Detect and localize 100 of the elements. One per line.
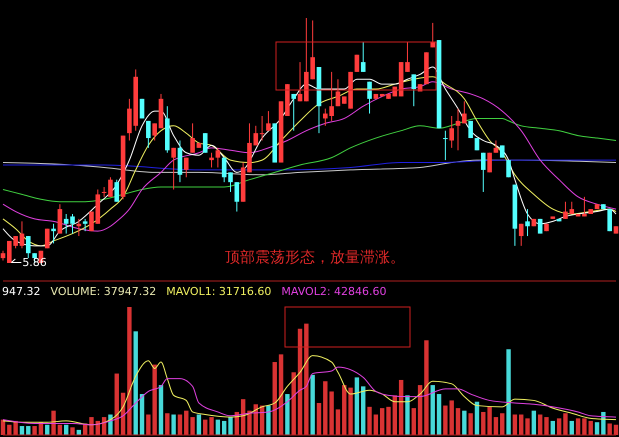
candlestick — [184, 157, 189, 178]
bar — [430, 385, 435, 435]
bar — [392, 395, 398, 435]
candlestick — [360, 42, 366, 72]
bar — [348, 388, 353, 435]
bar — [588, 420, 593, 435]
candlestick — [291, 93, 296, 132]
bar — [240, 399, 246, 435]
candlestick — [146, 120, 151, 148]
candlestick — [474, 138, 480, 151]
bar — [222, 420, 226, 435]
bar — [96, 420, 100, 435]
text: MAVOL1: 31716.60 — [166, 285, 272, 298]
candlestick — [443, 130, 448, 161]
candlestick — [114, 179, 120, 202]
bar — [184, 410, 188, 435]
candlestick — [209, 152, 214, 168]
bar — [134, 331, 138, 435]
bar — [216, 420, 220, 435]
candlestick — [506, 160, 511, 178]
candlestick — [494, 140, 498, 154]
bar — [532, 410, 536, 435]
candlestick — [563, 201, 568, 220]
candlestick — [260, 116, 264, 141]
bar — [550, 420, 556, 435]
bar — [449, 400, 454, 435]
candlestick — [430, 22, 436, 48]
bar — [26, 426, 30, 435]
bar — [7, 424, 12, 435]
bar — [316, 403, 322, 435]
bar — [398, 380, 404, 435]
bar — [481, 412, 486, 435]
candlestick — [216, 147, 220, 168]
bar — [601, 412, 606, 435]
candlestick — [171, 147, 176, 190]
candlestick — [411, 74, 416, 107]
bar — [380, 408, 384, 435]
bar — [114, 374, 119, 435]
bar — [361, 386, 366, 435]
bar — [310, 374, 315, 435]
bar — [512, 414, 518, 435]
bar — [165, 413, 170, 435]
bar — [443, 406, 448, 435]
bar — [462, 410, 467, 435]
bar — [500, 413, 504, 435]
bar — [412, 408, 416, 435]
candlestick — [449, 116, 454, 148]
bar — [285, 394, 290, 435]
bar — [260, 406, 264, 435]
bar — [254, 404, 258, 435]
candlestick — [310, 20, 315, 80]
bar — [196, 414, 202, 435]
bar — [519, 414, 524, 435]
bar — [64, 424, 68, 435]
bar — [292, 372, 296, 435]
candlestick — [487, 152, 492, 173]
bar — [468, 413, 473, 435]
candlestick — [266, 110, 271, 132]
candlestick — [202, 132, 208, 154]
bar — [102, 417, 106, 435]
text: 947.32 — [2, 285, 40, 298]
candlestick — [336, 78, 340, 107]
candlestick — [323, 108, 328, 126]
bar — [436, 394, 442, 435]
candlestick — [367, 81, 372, 114]
bar — [538, 414, 542, 435]
candlestick — [480, 152, 486, 192]
bar — [76, 430, 82, 435]
text: VOLUME: 37947.32 — [50, 285, 156, 298]
annotation: 顶部震荡形态，放量滞涨。 — [225, 248, 405, 266]
bar — [506, 349, 511, 435]
bar — [374, 414, 378, 435]
candlestick — [518, 223, 524, 246]
bar — [456, 408, 460, 435]
candlestick — [26, 236, 31, 259]
candlestick — [569, 201, 574, 214]
bar — [342, 385, 346, 435]
candlestick — [140, 98, 144, 119]
bar — [354, 377, 360, 435]
candlestick — [51, 223, 56, 244]
candlestick — [525, 208, 530, 237]
candlestick — [354, 54, 360, 72]
bar — [152, 364, 157, 435]
bar — [146, 414, 151, 435]
annotation: 5.86 — [22, 256, 47, 269]
candlestick — [44, 228, 50, 249]
candlestick — [329, 71, 334, 122]
text: MAVOL2: 42846.60 — [281, 285, 387, 298]
bar — [570, 420, 574, 435]
bar — [266, 406, 271, 435]
bar — [178, 414, 182, 435]
candlestick — [234, 182, 240, 212]
bar — [278, 354, 284, 435]
bar — [304, 324, 309, 435]
bar — [171, 414, 176, 435]
candlestick — [607, 208, 612, 232]
bar — [190, 417, 195, 435]
bar — [272, 362, 277, 435]
bar — [45, 424, 50, 435]
bar — [323, 381, 328, 435]
